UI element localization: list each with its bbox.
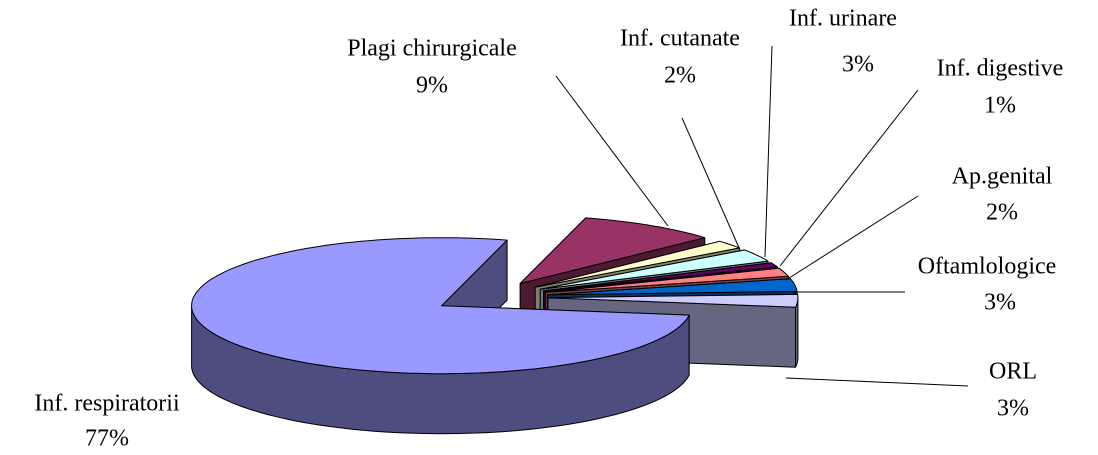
slice-label: Ap.genital: [952, 164, 1053, 190]
slice-label: Inf. cutanate: [620, 26, 740, 52]
slice-label: Oftamlologice: [918, 254, 1057, 280]
slice: [546, 278, 798, 296]
slice-value-label: 77%: [85, 426, 129, 452]
slice-label: ORL: [989, 359, 1037, 385]
slice: [519, 217, 706, 284]
slice-value-label: 9%: [416, 73, 448, 99]
leader-line: [779, 89, 919, 267]
slice: [547, 293, 799, 308]
slice: [543, 262, 778, 292]
slice-label: Inf. respiratorii: [34, 391, 180, 417]
slice-value-label: 2%: [664, 63, 696, 89]
leader-line: [785, 377, 969, 387]
leader-line: [681, 117, 741, 251]
slice-label: Plagi chirurgicale: [347, 36, 517, 62]
leader-line: [785, 195, 919, 281]
slice-label: Inf. urinare: [789, 6, 897, 32]
slice-value-label: 2%: [986, 200, 1018, 226]
slice-value-label: 3%: [842, 52, 874, 78]
slice-wall: [795, 297, 799, 368]
leader-line: [555, 75, 669, 227]
slice: [544, 267, 789, 293]
slice-label: Inf. digestive: [937, 56, 1064, 82]
slice-value-label: 3%: [984, 290, 1016, 316]
slice-value-label: 1%: [984, 93, 1016, 119]
slice: [191, 237, 690, 375]
slice: [539, 249, 769, 290]
leader-line: [764, 45, 773, 258]
slice-value-label: 3%: [997, 396, 1029, 422]
